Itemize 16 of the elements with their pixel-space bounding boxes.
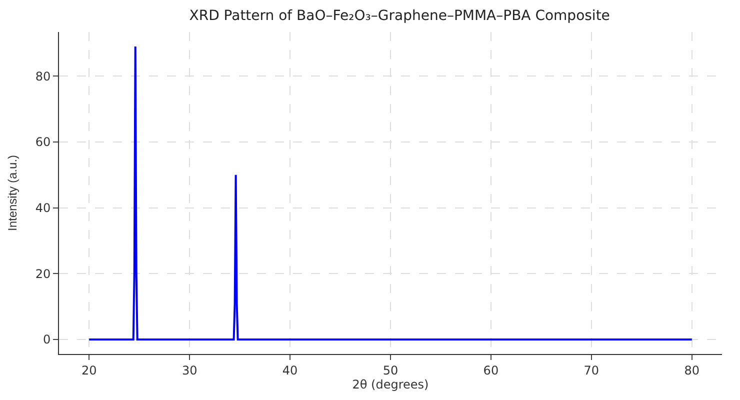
x-tick-label: 50 <box>382 363 398 378</box>
y-tick-label: 20 <box>35 266 51 281</box>
line-series <box>88 45 693 341</box>
y-axis-title: Intensity (a.u.) <box>6 154 20 232</box>
y-tick-label: 40 <box>35 201 51 216</box>
x-tick-label: 70 <box>584 363 600 378</box>
y-tick-label: 60 <box>35 135 51 150</box>
y-tick-label: 80 <box>35 69 51 84</box>
y-tick-label: 0 <box>42 332 51 347</box>
x-tick-label: 60 <box>483 363 499 378</box>
chart-title: XRD Pattern of BaO–Fe₂O₃–Graphene–PMMA–PBA Composite <box>189 8 610 24</box>
x-tick-label: 40 <box>282 363 298 378</box>
x-axis-title: 2θ (degrees) <box>352 377 429 392</box>
x-tick-label: 20 <box>82 363 97 378</box>
x-tick-label: 30 <box>182 363 198 378</box>
x-tick-label: 80 <box>684 363 700 378</box>
